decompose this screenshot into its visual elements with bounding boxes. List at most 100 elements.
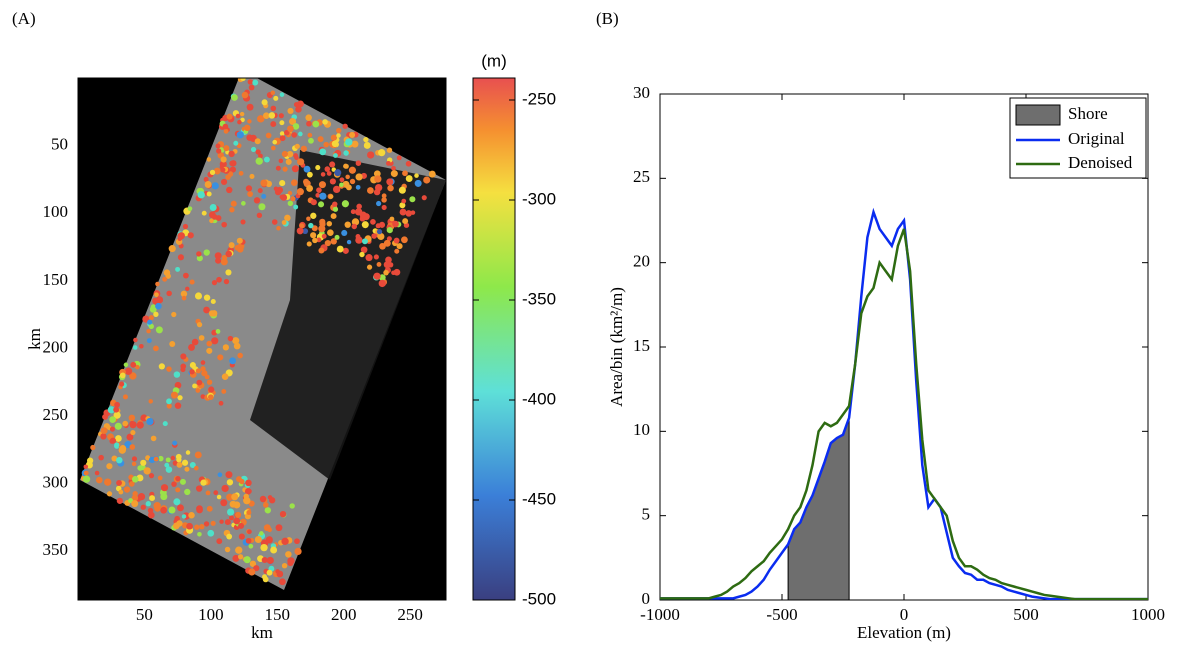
speckle xyxy=(165,457,171,463)
speckle xyxy=(387,262,394,268)
speckle xyxy=(203,521,210,527)
speckle xyxy=(289,503,295,509)
speckle xyxy=(109,416,117,423)
speckle xyxy=(297,158,305,166)
speckle xyxy=(150,435,157,442)
y-tick-label: 0 xyxy=(642,589,651,608)
speckle xyxy=(176,457,182,463)
speckle xyxy=(193,465,199,471)
speckle xyxy=(170,391,178,399)
speckle xyxy=(228,150,235,158)
speckle xyxy=(298,131,303,137)
speckle xyxy=(381,193,387,199)
speckle xyxy=(367,151,375,159)
speckle xyxy=(83,470,89,476)
speckle xyxy=(221,484,229,493)
panel-b: -1000 -500 0 500 1000 0 5 10 15 20 25 30 (B) Elevatio… xyxy=(596,9,1165,642)
speckle xyxy=(405,210,412,217)
speckle xyxy=(262,574,268,580)
x-tick-label: 250 xyxy=(397,605,423,624)
speckle xyxy=(306,184,314,192)
speckle xyxy=(355,234,361,239)
speckle xyxy=(192,383,197,389)
y-axis-label: km xyxy=(25,328,44,350)
speckle xyxy=(185,450,191,455)
speckle xyxy=(386,160,391,166)
speckle xyxy=(243,497,251,505)
speckle xyxy=(181,514,187,519)
speckle xyxy=(386,178,394,186)
speckle xyxy=(333,153,338,158)
shore-area xyxy=(787,417,850,600)
x-axis-label: km xyxy=(251,623,273,642)
speckle xyxy=(334,234,340,240)
speckle xyxy=(206,340,213,347)
speckle xyxy=(164,462,170,468)
speckle xyxy=(330,213,337,220)
speckle xyxy=(174,515,180,522)
speckle xyxy=(318,181,326,189)
speckle xyxy=(180,367,186,373)
speckle xyxy=(155,302,162,310)
speckle xyxy=(324,166,331,172)
speckle xyxy=(349,131,356,138)
speckle xyxy=(210,520,216,526)
speckle xyxy=(376,200,382,207)
speckle xyxy=(203,176,209,182)
speckle xyxy=(195,388,201,393)
speckle xyxy=(287,125,294,133)
speckle xyxy=(200,394,206,399)
speckle xyxy=(350,209,356,215)
speckle xyxy=(158,455,164,462)
speckle xyxy=(200,479,207,486)
speckle xyxy=(414,173,419,178)
speckle xyxy=(296,227,304,235)
speckle xyxy=(262,502,269,508)
speckle xyxy=(240,78,246,82)
speckle xyxy=(344,221,351,228)
speckle xyxy=(389,216,395,222)
speckle xyxy=(188,343,195,351)
speckle xyxy=(322,119,328,125)
speckle xyxy=(131,461,137,467)
speckle xyxy=(316,237,322,243)
speckle xyxy=(215,329,221,334)
speckle xyxy=(109,426,116,432)
speckle xyxy=(132,345,138,350)
speckle xyxy=(152,297,159,305)
speckle xyxy=(223,145,230,152)
speckle xyxy=(402,218,409,225)
speckle xyxy=(153,345,159,352)
speckle xyxy=(106,463,113,470)
speckle xyxy=(147,507,154,514)
speckle xyxy=(279,131,285,136)
speckle xyxy=(104,478,112,486)
speckle xyxy=(217,354,224,361)
speckle xyxy=(200,366,206,372)
speckle xyxy=(316,187,322,193)
legend-label: Shore xyxy=(1068,104,1108,123)
speckle xyxy=(184,488,191,496)
y-tick-label: 150 xyxy=(43,270,69,289)
speckle xyxy=(220,156,227,163)
speckle xyxy=(146,329,151,334)
speckle xyxy=(135,364,140,370)
speckle xyxy=(171,481,177,487)
speckle xyxy=(227,335,234,342)
x-tick-label: 50 xyxy=(136,605,153,624)
speckle xyxy=(213,490,219,496)
speckle xyxy=(226,479,234,486)
speckle xyxy=(160,484,169,492)
speckle xyxy=(222,344,229,351)
speckle xyxy=(256,212,263,219)
speckle xyxy=(386,226,393,234)
speckle xyxy=(177,232,185,240)
speckle xyxy=(146,338,152,344)
line-series xyxy=(660,207,1148,600)
speckle xyxy=(149,495,156,502)
speckle xyxy=(220,499,228,507)
speckle xyxy=(209,218,214,224)
speckle xyxy=(374,175,382,183)
speckle xyxy=(224,546,231,553)
speckle xyxy=(311,225,318,232)
